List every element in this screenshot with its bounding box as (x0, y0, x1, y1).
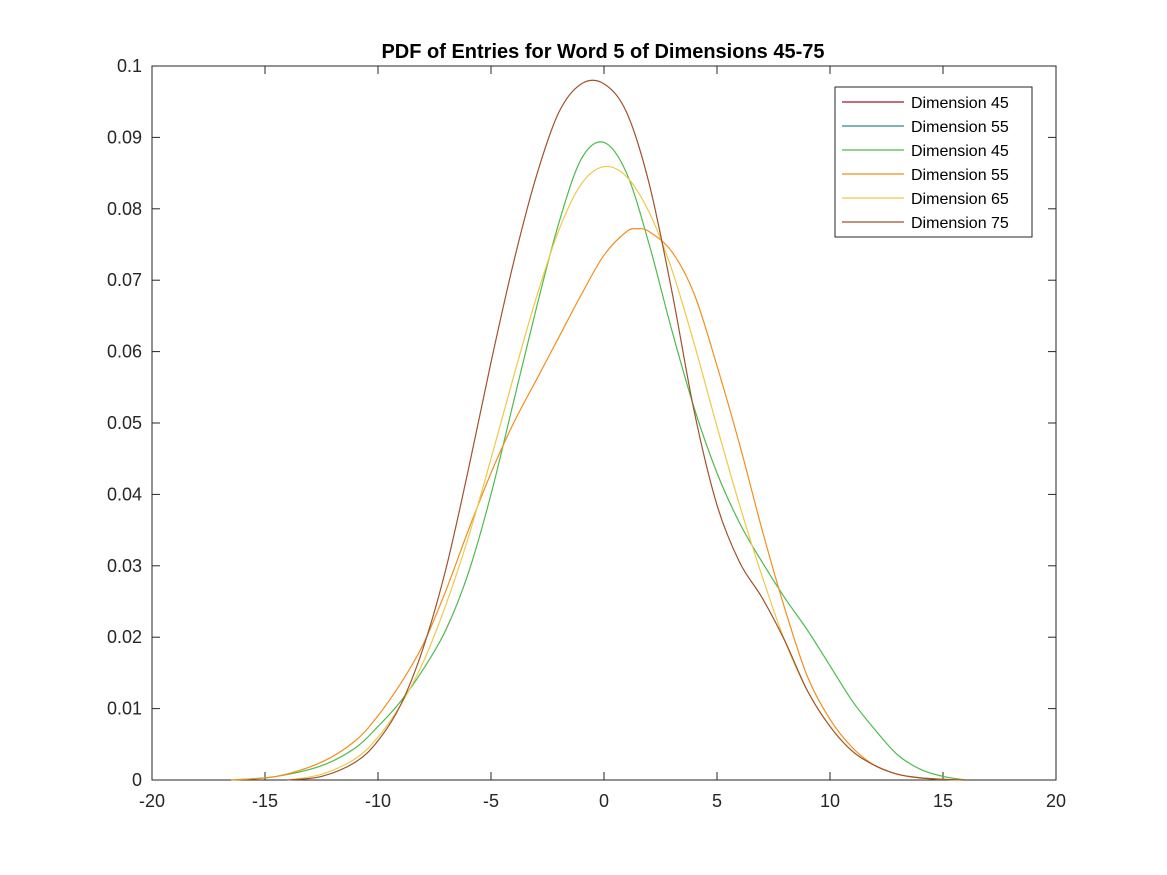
y-tick-label: 0.05 (107, 413, 142, 433)
y-tick-label: 0 (132, 770, 142, 790)
y-tick-label: 0.02 (107, 627, 142, 647)
x-tick-label: -20 (139, 791, 165, 811)
series-line-4 (231, 227, 966, 781)
y-tick-label: 0.09 (107, 127, 142, 147)
x-tick-label: 0 (599, 791, 609, 811)
y-tick-label: 0.08 (107, 199, 142, 219)
legend-label-6: Dimension 75 (911, 215, 1009, 232)
y-tick-label: 0.07 (107, 270, 142, 290)
x-tick-label: 10 (820, 791, 840, 811)
series-line-5 (287, 165, 966, 781)
x-tick-label: -10 (365, 791, 391, 811)
series-line-6 (287, 79, 966, 781)
x-tick-label: -15 (252, 791, 278, 811)
legend-box (834, 86, 1033, 238)
series-line-3 (231, 141, 966, 781)
legend-label-4: Dimension 55 (911, 167, 1009, 184)
y-tick-label: 0.1 (117, 56, 142, 76)
legend-label-1: Dimension 45 (911, 95, 1009, 112)
chart-title: PDF of Entries for Word 5 of Dimensions … (381, 41, 824, 63)
y-tick-label: 0.06 (107, 342, 142, 362)
legend-label-2: Dimension 55 (911, 119, 1009, 136)
y-tick-label: 0.03 (107, 556, 142, 576)
x-tick-label: -5 (483, 791, 499, 811)
plot-area: -20 -15 -10 -5 0 5 10 15 20 0 0.01 0.02 0.03 0.04 0.05… (107, 56, 1066, 811)
legend: Dimension 45 Dimension 55 Dimension 45 Dime… (834, 86, 1033, 238)
x-tick-label: 20 (1046, 791, 1066, 811)
y-tick-label: 0.04 (107, 484, 142, 504)
y-tick-label: 0.01 (107, 699, 142, 719)
legend-label-3: Dimension 45 (911, 143, 1009, 160)
legend-label-5: Dimension 65 (911, 191, 1009, 208)
x-tick-label: 15 (933, 791, 953, 811)
x-tick-label: 5 (712, 791, 722, 811)
